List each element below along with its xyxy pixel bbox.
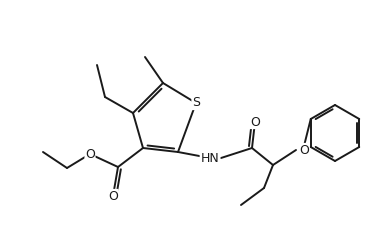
Text: O: O [250, 116, 260, 128]
Text: O: O [108, 189, 118, 203]
Text: O: O [85, 148, 95, 160]
Text: S: S [192, 96, 200, 110]
Text: O: O [299, 144, 309, 156]
Text: HN: HN [201, 152, 219, 164]
